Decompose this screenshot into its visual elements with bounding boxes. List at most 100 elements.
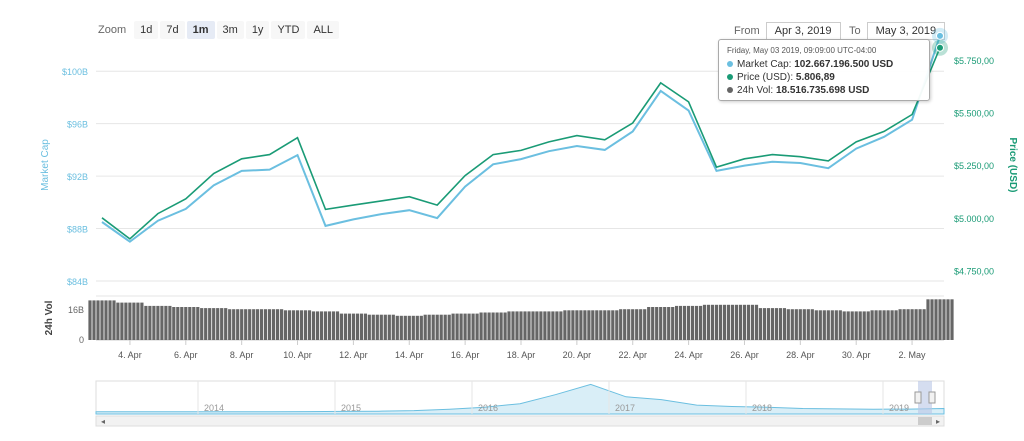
volume-bar <box>794 309 798 340</box>
zoom-ytd-button[interactable]: YTD <box>271 21 306 39</box>
volume-bar <box>950 299 954 340</box>
volume-bar <box>647 307 651 340</box>
scrollbar-thumb <box>918 417 932 425</box>
volume-bar <box>216 308 220 340</box>
market-cap-dot <box>727 61 733 68</box>
volume-bar <box>838 310 842 340</box>
volume-bar <box>148 305 152 340</box>
volume-bar <box>196 307 200 340</box>
volume-bar <box>722 304 727 340</box>
volume-bar <box>818 310 822 340</box>
tooltip-label: 24h Vol: <box>737 85 774 96</box>
navigator-year-label: 2014 <box>204 403 224 413</box>
to-date-input[interactable]: May 3, 2019 <box>866 22 946 40</box>
navigator-area <box>95 383 945 415</box>
volume-bar <box>890 310 894 340</box>
volume-bar <box>519 311 523 340</box>
volume-bar <box>463 313 467 340</box>
volume-bar <box>675 305 679 340</box>
volume-bar <box>208 308 212 340</box>
zoom-1m-button[interactable]: 1m <box>186 21 215 39</box>
x-axis-tick: 16. Apr <box>451 350 480 360</box>
volume-bar <box>687 305 691 340</box>
volume-bar <box>539 311 543 340</box>
volume-bar <box>276 309 280 340</box>
volume-bar <box>280 309 284 340</box>
volume-bar <box>423 314 427 340</box>
x-axis-tick: 30. Apr <box>842 350 871 360</box>
volume-bar <box>515 311 519 340</box>
volume-bar <box>782 308 786 340</box>
x-axis-tick: 26. Apr <box>730 350 759 360</box>
volume-bar <box>108 300 112 340</box>
volume-bar <box>651 307 655 340</box>
volume-bar <box>635 309 639 340</box>
volume-bar <box>351 313 355 340</box>
navigator-handle-right <box>928 391 936 404</box>
volume-bar <box>176 307 180 340</box>
zoom-7d-button[interactable]: 7d <box>160 21 185 39</box>
volume-bar <box>607 310 611 340</box>
tooltip-label: Price (USD): <box>737 72 794 83</box>
volume-bar <box>443 314 447 340</box>
volume-bar <box>307 310 312 340</box>
volume-bar <box>754 304 759 340</box>
volume-bar <box>814 310 818 340</box>
volume-dot <box>727 87 733 94</box>
volume-bar <box>439 314 443 340</box>
volume-bar <box>132 302 136 340</box>
left-axis-tick: $96B <box>67 120 88 130</box>
volume-bar <box>695 305 699 340</box>
volume-bar <box>184 307 188 340</box>
from-date-input[interactable]: Apr 3, 2019 <box>765 22 841 40</box>
volume-bar <box>116 302 120 340</box>
scrollbar-track <box>95 415 945 427</box>
zoom-all-button[interactable]: ALL <box>307 21 340 39</box>
volume-bar <box>315 311 320 340</box>
volume-bar <box>798 309 802 340</box>
zoom-3m-button[interactable]: 3m <box>216 21 244 39</box>
volume-bar <box>862 311 866 340</box>
x-axis-tick: 6. Apr <box>174 350 198 360</box>
volume-bar <box>200 308 204 340</box>
volume-bar <box>379 314 383 340</box>
volume-bar <box>363 313 367 340</box>
volume-bar <box>746 304 751 340</box>
volume-bar <box>319 311 324 340</box>
volume-bar <box>914 309 918 340</box>
volume-bar <box>886 310 890 340</box>
volume-bar <box>611 310 615 340</box>
volume-bar <box>587 310 591 340</box>
volume-bar <box>403 315 407 340</box>
volume-bar <box>535 311 539 340</box>
volume-bar <box>491 312 495 340</box>
volume-bar <box>531 311 535 340</box>
volume-bar <box>846 311 850 340</box>
volume-bar <box>942 299 946 340</box>
volume-bar <box>778 308 782 340</box>
volume-bar <box>355 313 359 340</box>
tooltip-row-market-cap: Market Cap: 102.667.196.500 USD <box>727 58 921 71</box>
zoom-1y-button[interactable]: 1y <box>245 21 270 39</box>
navigator-selection <box>918 381 932 414</box>
volume-bar <box>854 311 858 340</box>
volume-bar <box>180 307 184 340</box>
volume-bar <box>124 302 128 340</box>
volume-bar <box>762 308 766 340</box>
volume-bar <box>168 305 172 340</box>
volume-bar <box>467 313 471 340</box>
volume-bar <box>104 300 108 340</box>
volume-bar <box>120 302 124 340</box>
volume-bar <box>591 310 595 340</box>
zoom-1d-button[interactable]: 1d <box>134 21 159 39</box>
x-axis-tick: 8. Apr <box>230 350 254 360</box>
volume-bar <box>667 307 671 340</box>
volume-bar <box>224 308 228 340</box>
volume-axis-tick: 0 <box>79 335 84 345</box>
left-axis-tick: $92B <box>67 172 88 182</box>
volume-bar <box>603 310 607 340</box>
volume-bar <box>894 310 898 340</box>
volume-bar <box>523 311 527 340</box>
navigator-year-label: 2016 <box>478 403 498 413</box>
volume-bar <box>431 314 435 340</box>
